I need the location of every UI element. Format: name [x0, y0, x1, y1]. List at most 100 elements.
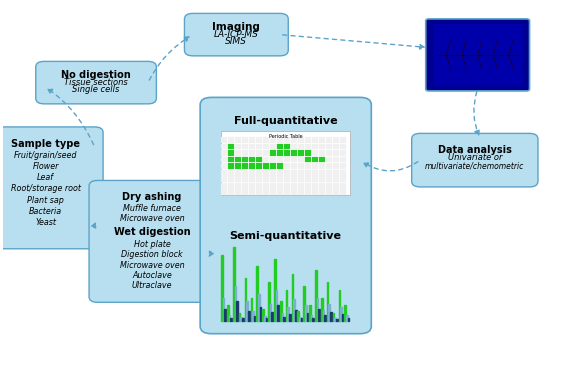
Text: Hot plate: Hot plate: [134, 240, 170, 249]
Bar: [284, 150, 290, 156]
FancyBboxPatch shape: [221, 131, 350, 195]
Bar: [256, 144, 262, 149]
Bar: [293, 299, 295, 321]
Bar: [312, 163, 318, 169]
Bar: [291, 189, 297, 195]
Bar: [291, 183, 297, 189]
Bar: [340, 307, 342, 321]
Bar: [291, 274, 293, 321]
Bar: [333, 163, 339, 169]
Text: Muffle furnace: Muffle furnace: [123, 203, 181, 213]
Bar: [270, 163, 276, 169]
Bar: [303, 286, 305, 321]
Bar: [333, 137, 339, 143]
Bar: [291, 157, 297, 163]
Bar: [263, 183, 269, 189]
Bar: [340, 189, 346, 195]
FancyBboxPatch shape: [200, 97, 371, 334]
Bar: [312, 157, 318, 163]
Bar: [249, 150, 255, 156]
Bar: [312, 150, 318, 156]
Bar: [235, 150, 241, 156]
Bar: [270, 144, 276, 149]
Bar: [242, 318, 244, 321]
Bar: [228, 170, 234, 176]
Bar: [235, 189, 241, 195]
Bar: [221, 176, 228, 182]
Bar: [323, 310, 324, 321]
Text: SIMS: SIMS: [225, 37, 247, 46]
Bar: [312, 176, 318, 182]
Text: Plant sap: Plant sap: [27, 196, 64, 205]
Text: Univariate or: Univariate or: [448, 153, 502, 163]
Bar: [312, 189, 318, 195]
Bar: [328, 304, 330, 321]
Bar: [225, 309, 226, 321]
Bar: [289, 314, 291, 321]
Text: Imaging: Imaging: [212, 22, 260, 32]
Text: Single cells: Single cells: [72, 85, 120, 94]
Bar: [265, 318, 267, 321]
Text: Sample type: Sample type: [11, 138, 80, 148]
Bar: [221, 170, 228, 176]
Bar: [283, 317, 285, 321]
Bar: [256, 183, 262, 189]
FancyBboxPatch shape: [89, 180, 215, 302]
Bar: [221, 157, 228, 163]
Bar: [288, 307, 289, 321]
Bar: [252, 311, 254, 321]
Bar: [270, 170, 276, 176]
Bar: [228, 157, 234, 163]
Bar: [327, 282, 328, 321]
Bar: [333, 313, 335, 321]
Bar: [298, 150, 304, 156]
Text: Periodic Table: Periodic Table: [269, 134, 303, 139]
Bar: [249, 183, 255, 189]
Bar: [280, 301, 281, 321]
Bar: [221, 137, 228, 143]
Bar: [249, 137, 255, 143]
Bar: [228, 176, 234, 182]
Bar: [298, 176, 304, 182]
FancyBboxPatch shape: [411, 134, 538, 187]
Bar: [340, 144, 346, 149]
Bar: [228, 183, 234, 189]
Bar: [228, 163, 234, 169]
Bar: [298, 137, 304, 143]
Bar: [249, 144, 255, 149]
Bar: [284, 137, 290, 143]
Bar: [242, 170, 248, 176]
Text: Microwave oven: Microwave oven: [120, 214, 185, 223]
Bar: [291, 163, 297, 169]
Bar: [228, 137, 234, 143]
Bar: [270, 176, 276, 182]
Text: Leaf: Leaf: [37, 173, 54, 182]
Bar: [333, 189, 339, 195]
Bar: [291, 170, 297, 176]
Bar: [305, 170, 311, 176]
Bar: [256, 176, 262, 182]
Bar: [324, 315, 326, 321]
FancyBboxPatch shape: [426, 19, 530, 91]
Bar: [298, 144, 304, 149]
Bar: [274, 259, 276, 321]
Bar: [312, 144, 318, 149]
Bar: [263, 176, 269, 182]
Bar: [270, 150, 276, 156]
Bar: [305, 137, 311, 143]
Bar: [270, 183, 276, 189]
Bar: [239, 313, 241, 321]
Bar: [291, 150, 297, 156]
Bar: [284, 176, 290, 182]
Bar: [235, 183, 241, 189]
Bar: [319, 157, 325, 163]
Bar: [340, 137, 346, 143]
Bar: [284, 189, 290, 195]
Bar: [256, 157, 262, 163]
Bar: [277, 170, 283, 176]
FancyBboxPatch shape: [0, 127, 103, 249]
FancyBboxPatch shape: [36, 61, 156, 104]
Bar: [272, 312, 273, 321]
Bar: [333, 150, 339, 156]
Bar: [340, 150, 346, 156]
